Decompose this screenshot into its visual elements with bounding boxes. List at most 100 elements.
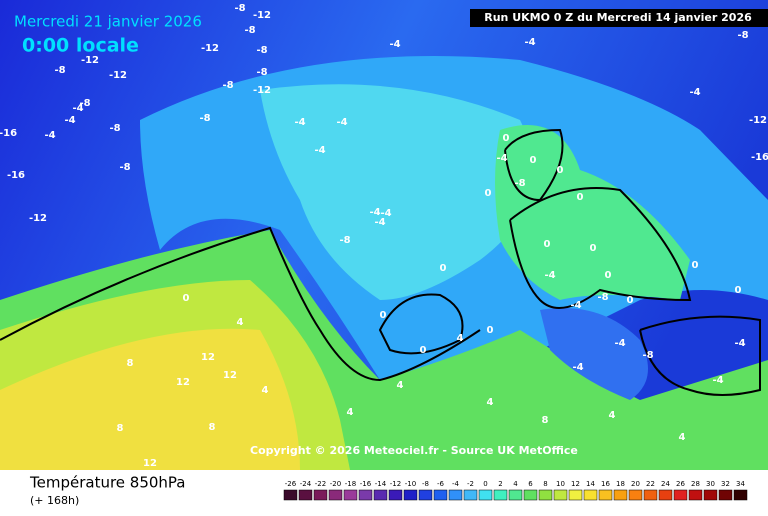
legend-label: 22 (646, 480, 655, 488)
legend-swatch (688, 489, 703, 501)
contour-label: 0 (590, 243, 597, 254)
contour-label: -16 (751, 152, 768, 163)
legend-swatch (358, 489, 373, 501)
contour-label: 12 (176, 377, 190, 388)
legend-label: 26 (676, 480, 685, 488)
legend-swatch (478, 489, 493, 501)
contour-label: -8 (256, 45, 267, 56)
contour-label: -12 (253, 10, 271, 21)
legend-swatch (553, 489, 568, 501)
contour-label: -8 (256, 67, 267, 78)
contour-label: 0 (557, 165, 564, 176)
contour-label: -8 (597, 292, 608, 303)
legend-swatch (403, 489, 418, 501)
legend-swatch (433, 489, 448, 501)
footer-title: Température 850hPa (29, 474, 186, 492)
contour-label: -4 (380, 208, 391, 219)
contour-label: -8 (234, 3, 245, 14)
legend-label: -8 (422, 480, 429, 488)
legend-label: 6 (528, 480, 533, 488)
contour-label: -4 (64, 115, 75, 126)
contour-label: -8 (222, 80, 233, 91)
legend-swatch (328, 489, 343, 501)
region-green-north (495, 125, 690, 300)
contour-label: -4 (374, 217, 385, 228)
contour-label: 4 (397, 380, 404, 391)
legend-label: -26 (285, 480, 297, 488)
legend-label: -14 (375, 480, 387, 488)
contour-label: 0 (487, 325, 494, 336)
legend-swatch (448, 489, 463, 501)
contour-label: 12 (143, 458, 157, 469)
legend-swatch (718, 489, 733, 501)
legend-label: 30 (706, 480, 715, 488)
legend-label: -2 (467, 480, 474, 488)
legend-label: -16 (360, 480, 372, 488)
legend-swatch (658, 489, 673, 501)
legend-label: -10 (405, 480, 416, 488)
region-cold-balkans (540, 308, 648, 400)
legend-swatch (418, 489, 433, 501)
legend-swatch (733, 489, 748, 501)
legend-label: 32 (721, 480, 730, 488)
contour-label: -4 (389, 39, 400, 50)
run-banner (470, 9, 768, 27)
contour-label: -16 (7, 170, 25, 181)
region-cyan (260, 84, 534, 301)
contour-label: 0 (380, 310, 387, 321)
contour-label: -8 (737, 30, 748, 41)
legend-label: -4 (452, 480, 460, 488)
contour-label: -8 (119, 162, 130, 173)
legend-label: 2 (498, 480, 502, 488)
contour-label: -4 (369, 207, 380, 218)
legend-label: 14 (586, 480, 595, 488)
contour-label: -8 (642, 350, 653, 361)
legend-label: 8 (543, 480, 547, 488)
copyright: Copyright © 2026 Meteociel.fr - Source U… (250, 444, 578, 457)
contour-label: -4 (689, 87, 700, 98)
contour-label: 8 (542, 415, 549, 426)
legend-label: 10 (556, 480, 565, 488)
legend-swatch (313, 489, 328, 501)
contour-label: 0 (503, 133, 510, 144)
contour-label: 4 (609, 410, 616, 421)
legend-swatch (343, 489, 358, 501)
contour-label: -16 (0, 128, 17, 139)
contour-label: -4 (734, 338, 745, 349)
legend-swatch (373, 489, 388, 501)
contour-label: 8 (127, 358, 134, 369)
legend-label: 18 (616, 480, 625, 488)
legend-swatch (598, 489, 613, 501)
legend-label: 34 (736, 480, 745, 488)
contour-label: -4 (496, 153, 507, 164)
contour-label: 4 (347, 407, 354, 418)
legend-swatch (628, 489, 643, 501)
contour-label: -8 (199, 113, 210, 124)
legend-swatch (703, 489, 718, 501)
legend-swatch (523, 489, 538, 501)
legend-label: 0 (483, 480, 487, 488)
legend-label: -24 (300, 480, 312, 488)
contour-label: 0 (577, 192, 584, 203)
legend-label: 16 (601, 480, 610, 488)
legend-label: -6 (437, 480, 445, 488)
legend-swatch (388, 489, 403, 501)
valid-date: Mercredi 21 janvier 2026 (14, 13, 202, 31)
contour-label: 4 (262, 385, 269, 396)
contour-label: 0 (544, 239, 551, 250)
contour-label: 0 (183, 293, 190, 304)
contour-label: 12 (201, 352, 215, 363)
contour-label: 0 (485, 188, 492, 199)
legend-label: 28 (691, 480, 700, 488)
contour-label: -4 (570, 300, 581, 311)
contour-label: -4 (524, 37, 535, 48)
legend-label: -18 (345, 480, 356, 488)
contour-label: -4 (72, 103, 83, 114)
contour-label: 0 (735, 285, 742, 296)
contour-label: 0 (692, 260, 699, 271)
footer-lead: (+ 168h) (30, 494, 79, 507)
contour-label: 0 (605, 270, 612, 281)
legend-swatch (508, 489, 523, 501)
contour-label: 8 (209, 422, 216, 433)
